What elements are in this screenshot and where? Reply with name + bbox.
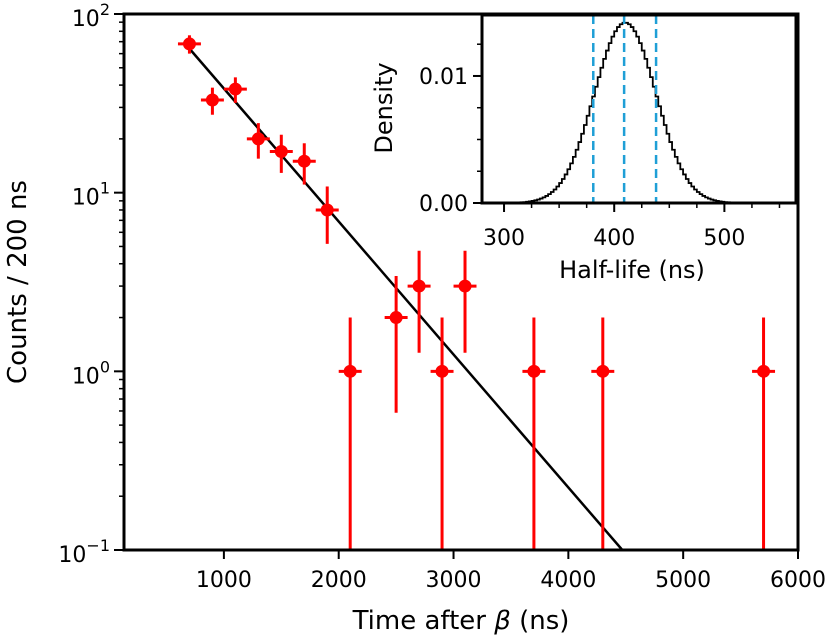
inset-background: [482, 15, 796, 203]
y-tick-label: 10−1: [58, 536, 110, 568]
y-axis-label: Counts / 200 ns: [3, 180, 33, 384]
inset-y-tick-label: 0.00: [419, 192, 468, 217]
data-point: [297, 154, 311, 168]
x-tick-label: 5000: [655, 568, 711, 593]
data-point: [435, 364, 449, 378]
x-tick-label: 3000: [426, 568, 482, 593]
inset-y-axis-label: Density: [370, 62, 398, 153]
inset-frame: [480, 13, 798, 205]
main-plot-frame: [122, 12, 800, 552]
inset-x-axis-label: Half-life (ns): [559, 256, 705, 284]
data-point: [389, 311, 403, 325]
data-point: [458, 279, 472, 293]
inset-x-tick-label: 500: [703, 226, 745, 251]
y-tick-label: 101: [72, 179, 110, 211]
x-tick-label: 2000: [311, 568, 367, 593]
data-point: [757, 364, 771, 378]
data-point: [320, 203, 334, 217]
x-tick-label: 1000: [196, 568, 252, 593]
inset-x-tick-label: 400: [593, 226, 635, 251]
data-point: [596, 364, 610, 378]
x-tick-label: 4000: [540, 568, 596, 593]
data-point: [412, 279, 426, 293]
fit-line: [188, 47, 624, 550]
data-point: [205, 93, 219, 107]
x-tick-label: 6000: [770, 568, 826, 593]
data-point: [527, 364, 541, 378]
y-tick-label: 100: [72, 357, 110, 389]
main-plot: 1000 2000 3000 4000 5000 6000 10−1 100 101 102 T…: [3, 0, 826, 636]
x-axis-label: Time after β (ns): [352, 606, 570, 636]
inset-x-tick-label: 300: [483, 226, 525, 251]
data-point: [182, 37, 196, 51]
inset-plot: 300 400 500 0.00 0.01 Half-life (ns) Densit…: [370, 13, 798, 284]
data-point: [274, 144, 288, 158]
data-point: [343, 364, 357, 378]
inset-y-tick-label: 0.01: [419, 65, 468, 90]
data-point: [251, 132, 265, 146]
data-point: [228, 82, 242, 96]
y-tick-label: 102: [72, 0, 110, 32]
